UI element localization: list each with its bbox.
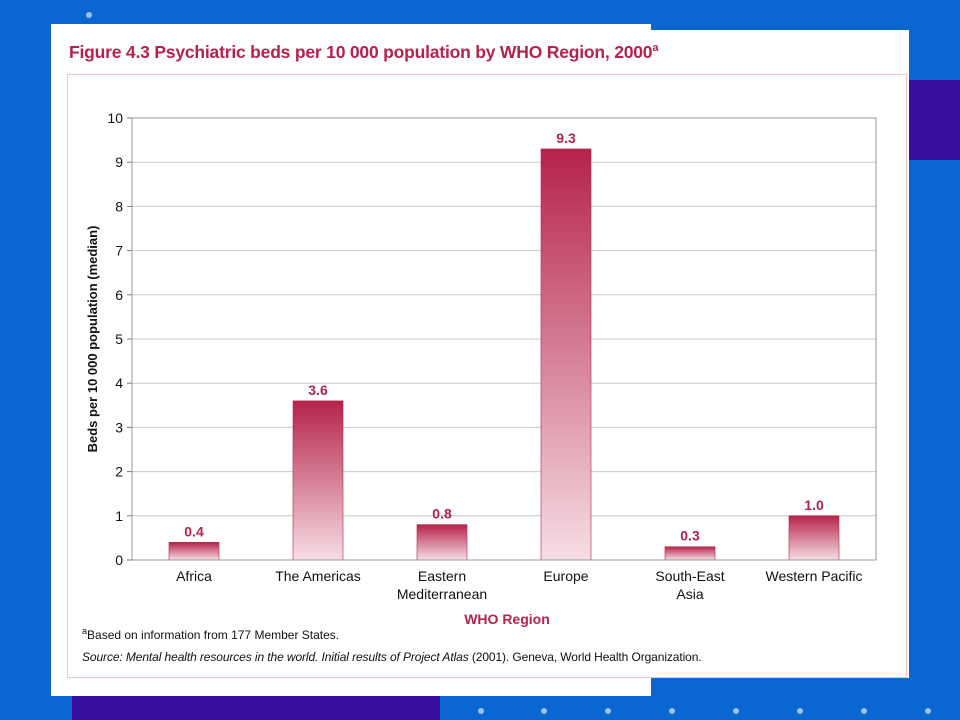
figure-title: Figure 4.3 Psychiatric beds per 10 000 p…	[69, 42, 658, 63]
bar	[788, 515, 840, 561]
y-tick-label: 10	[107, 110, 123, 126]
footnote-marker: a	[82, 626, 88, 636]
bar	[292, 400, 344, 561]
bar	[168, 542, 220, 561]
footnote: aBased on information from 177 Member St…	[82, 626, 339, 642]
footnote-text: Based on information from 177 Member Sta…	[87, 628, 340, 642]
source-label: Source:	[82, 650, 123, 664]
x-category-label: Asia	[676, 586, 703, 602]
plot-frame	[131, 117, 877, 561]
decorative-dot	[86, 12, 92, 18]
x-category-label: Western Pacific	[766, 568, 863, 584]
decorative-dot	[605, 708, 611, 714]
bar	[540, 148, 592, 561]
y-tick-label: 4	[115, 375, 123, 391]
bars: 0.4 3.6 0.8 9.3 0.3 1.0	[168, 130, 840, 561]
x-category-label: The Americas	[275, 568, 361, 584]
chart-panel	[67, 74, 907, 678]
slide-bottom-notch	[651, 678, 909, 696]
x-category-label: Mediterranean	[397, 586, 487, 602]
y-tick-label: 6	[115, 287, 123, 303]
decorative-dot	[733, 708, 739, 714]
background-accent-bar	[72, 693, 440, 720]
decorative-dot	[797, 708, 803, 714]
y-axis-title: Beds per 10 000 population (median)	[85, 226, 100, 453]
y-tick-label: 0	[115, 552, 123, 568]
gridlines	[132, 161, 876, 517]
bar	[664, 546, 716, 561]
x-category-label: Africa	[176, 568, 212, 584]
x-category-label: Eastern	[418, 568, 466, 584]
figure-title-superscript: a	[652, 42, 659, 55]
decorative-dot	[669, 708, 675, 714]
bar	[416, 524, 468, 561]
slide-top-notch	[651, 24, 909, 30]
background-accent-block	[906, 80, 960, 160]
y-tick-label: 8	[115, 198, 123, 214]
source-title: Mental health resources in the world. In…	[125, 650, 469, 664]
bar-chart: 0 1 2 3 4 5 6 7 8 9 10 0.4 3.6 0.8 9.3 0.3 1.0 Africa Th…	[85, 110, 877, 627]
slide-card: Figure 4.3 Psychiatric beds per 10 000 p…	[51, 24, 909, 696]
y-tick-label: 2	[115, 464, 123, 480]
y-tick-label: 5	[115, 331, 123, 347]
decorative-dot	[478, 708, 484, 714]
bar-value-label: 0.4	[184, 523, 204, 539]
decorative-dot	[925, 708, 931, 714]
decorative-dot	[541, 708, 547, 714]
x-axis-title: WHO Region	[464, 611, 550, 627]
y-tick-label: 9	[115, 154, 123, 170]
bar-value-label: 9.3	[556, 130, 576, 146]
x-axis-category-labels: Africa The Americas Eastern Mediterranean Eu…	[176, 568, 862, 602]
bar-value-label: 3.6	[308, 382, 328, 398]
x-category-label: South-East	[655, 568, 724, 584]
decorative-dot	[861, 708, 867, 714]
y-tick-label: 3	[115, 419, 123, 435]
bar-value-label: 0.8	[432, 506, 452, 522]
source-details: (2001). Geneva, World Health Organizatio…	[471, 650, 702, 664]
y-axis-ticks: 0 1 2 3 4 5 6 7 8 9 10	[107, 110, 132, 568]
y-tick-label: 1	[115, 508, 123, 524]
source-citation: Source: Mental health resources in the w…	[82, 650, 702, 664]
y-tick-label: 7	[115, 243, 123, 259]
figure-title-text: Figure 4.3 Psychiatric beds per 10 000 p…	[69, 42, 653, 62]
bar-value-label: 1.0	[804, 497, 824, 513]
bar-value-label: 0.3	[680, 528, 700, 544]
x-category-label: Europe	[543, 568, 588, 584]
